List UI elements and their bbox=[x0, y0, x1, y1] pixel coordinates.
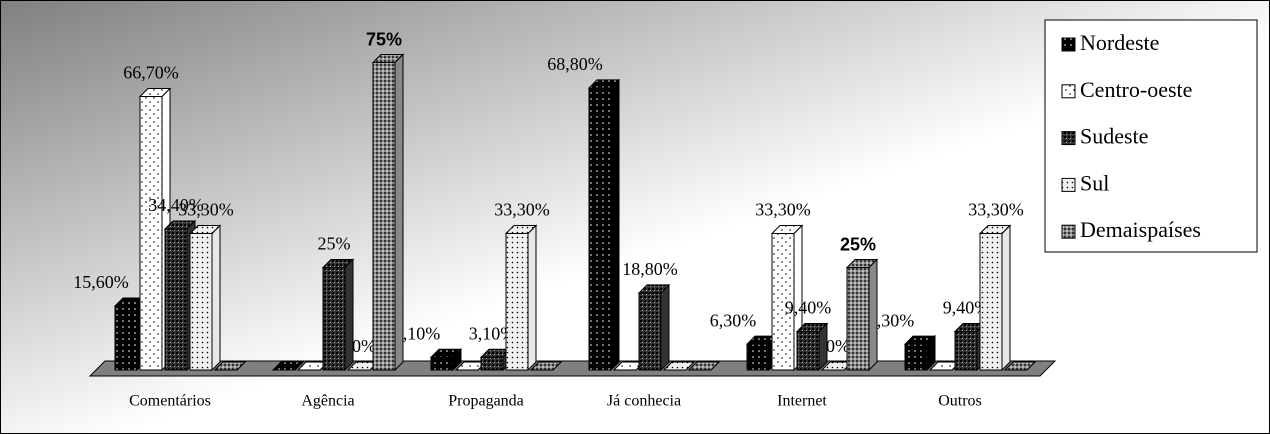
x-tick-label: Propaganda bbox=[448, 393, 524, 410]
bar-top bbox=[637, 284, 671, 294]
x-tick-label: Agência bbox=[301, 393, 354, 410]
bar-front bbox=[638, 292, 662, 371]
bar-top bbox=[662, 361, 696, 371]
bar-front bbox=[746, 343, 770, 371]
data-label: 25% bbox=[840, 234, 876, 254]
legend-swatch bbox=[1061, 84, 1076, 99]
bar-front bbox=[954, 330, 978, 371]
x-tick-label: Comentários bbox=[129, 393, 211, 410]
x-tick-label: Internet bbox=[777, 393, 827, 410]
bar-top bbox=[188, 224, 222, 234]
bar bbox=[587, 78, 621, 372]
bar-top bbox=[903, 335, 937, 345]
legend-swatch bbox=[1061, 131, 1076, 146]
bar bbox=[637, 283, 671, 372]
bar bbox=[1003, 361, 1037, 371]
bar-top bbox=[271, 361, 305, 371]
bar-front bbox=[189, 232, 213, 371]
bar-front bbox=[139, 96, 163, 371]
data-label: 3,10% bbox=[469, 323, 516, 343]
bar-side bbox=[1001, 224, 1011, 372]
data-label: 25% bbox=[318, 234, 351, 254]
data-label: 0% bbox=[826, 336, 850, 356]
bar bbox=[188, 224, 222, 372]
data-label: 18,80% bbox=[622, 259, 678, 279]
bar-front bbox=[979, 232, 1003, 371]
data-label: 68,80% bbox=[547, 54, 603, 74]
legend-swatch bbox=[1061, 224, 1076, 239]
bar-side bbox=[211, 224, 221, 372]
bar-top bbox=[429, 348, 463, 358]
bar-top bbox=[213, 361, 247, 371]
bar-front bbox=[372, 62, 396, 371]
data-label: 33,30% bbox=[178, 200, 234, 220]
data-label: 0% bbox=[352, 336, 376, 356]
data-label: 9,40% bbox=[785, 298, 832, 318]
bar bbox=[845, 258, 879, 372]
bar bbox=[687, 361, 721, 371]
legend-label: Sudeste bbox=[1080, 124, 1148, 149]
bar-front bbox=[430, 356, 454, 371]
bar-top bbox=[371, 54, 405, 63]
bar-front bbox=[588, 87, 612, 371]
bar-front bbox=[505, 232, 529, 371]
x-tick-label: Outros bbox=[938, 393, 982, 410]
bar-top bbox=[163, 220, 197, 230]
bar-side bbox=[610, 78, 620, 372]
bar-top bbox=[845, 259, 879, 268]
data-label: 6,30% bbox=[868, 310, 915, 330]
bar bbox=[213, 361, 247, 371]
bar bbox=[662, 361, 696, 371]
bar-side bbox=[868, 258, 878, 372]
bar-top bbox=[770, 224, 804, 234]
bar-top bbox=[687, 361, 721, 371]
data-label: 15,60% bbox=[73, 272, 129, 292]
legend-swatch bbox=[1061, 177, 1076, 192]
legend-label: Demaispaíses bbox=[1080, 217, 1201, 242]
bar-top bbox=[138, 88, 172, 98]
bar-side bbox=[527, 224, 537, 372]
legend-label: Centro-oeste bbox=[1080, 77, 1192, 102]
bar-top bbox=[504, 224, 538, 234]
legend bbox=[1044, 19, 1258, 253]
bar bbox=[271, 361, 305, 371]
bar-top bbox=[587, 79, 621, 89]
data-label: 75% bbox=[366, 29, 402, 49]
bar-top bbox=[1003, 361, 1037, 371]
data-label: 33,30% bbox=[755, 200, 811, 220]
bar-top bbox=[795, 322, 829, 332]
bar bbox=[903, 334, 937, 372]
legend-label: Sul bbox=[1080, 170, 1109, 195]
bar bbox=[529, 361, 563, 371]
bar bbox=[504, 224, 538, 372]
bar-front bbox=[480, 356, 504, 371]
bar bbox=[795, 322, 829, 372]
bar-front bbox=[796, 330, 820, 371]
bar-front bbox=[846, 267, 870, 371]
bar-front bbox=[114, 305, 138, 371]
data-label: 34,40% bbox=[148, 195, 204, 215]
bar bbox=[978, 224, 1012, 372]
bar bbox=[321, 258, 355, 372]
data-label: 33,30% bbox=[494, 200, 550, 220]
data-label: 33,30% bbox=[968, 200, 1024, 220]
data-label: 66,70% bbox=[123, 63, 179, 83]
bar-top bbox=[529, 361, 563, 371]
data-label: 3,10% bbox=[394, 323, 441, 343]
bar-front bbox=[904, 343, 928, 371]
data-label: 9,40% bbox=[943, 298, 990, 318]
bar bbox=[429, 348, 463, 372]
x-tick-label: Já conhecia bbox=[607, 393, 681, 410]
bar-front bbox=[164, 228, 188, 371]
data-label: 6,30% bbox=[710, 310, 757, 330]
bar bbox=[371, 53, 405, 372]
legend-swatch bbox=[1061, 37, 1076, 52]
legend-label: Nordeste bbox=[1080, 30, 1159, 55]
bar-top bbox=[321, 259, 355, 268]
bar-top bbox=[978, 224, 1012, 234]
bar-side bbox=[394, 53, 404, 372]
bar-front bbox=[322, 267, 346, 371]
bar-side bbox=[660, 283, 670, 372]
